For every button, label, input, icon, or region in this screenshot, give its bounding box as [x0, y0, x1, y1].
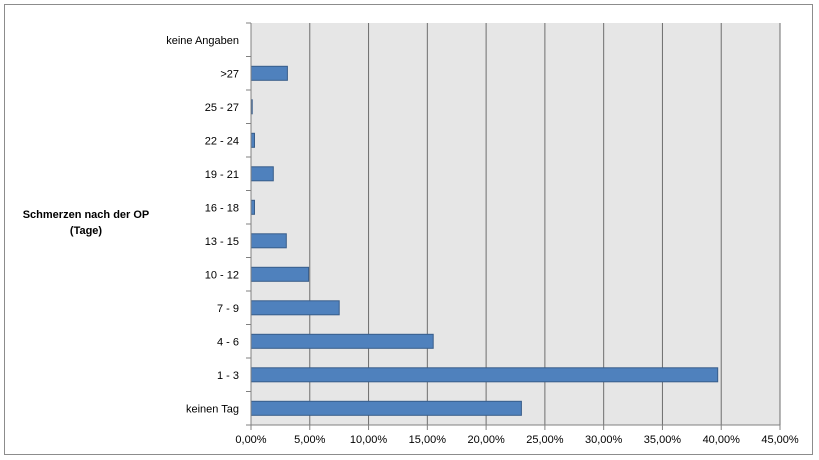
category-labels: keinen Tag 1 - 3 4 - 6 7 - 9 10 - 12 13 - 15 1… — [166, 35, 239, 416]
bar — [250, 233, 287, 249]
bar — [250, 132, 255, 148]
bar-chart: keinen Tag 1 - 3 4 - 6 7 - 9 10 - 12 13 - 15 1… — [23, 22, 799, 446]
x-tick-label: 45,00% — [761, 434, 799, 446]
category-label: keinen Tag — [186, 403, 239, 415]
bar — [250, 300, 340, 316]
bar — [250, 166, 274, 182]
bar — [250, 367, 719, 383]
category-label: 22 - 24 — [205, 135, 239, 147]
category-label: 16 - 18 — [205, 202, 239, 214]
bar — [250, 266, 310, 282]
category-label: keine Angaben — [166, 35, 239, 47]
x-tick-label: 0,00% — [235, 434, 266, 446]
axes — [246, 22, 781, 430]
category-label: 1 - 3 — [217, 370, 239, 382]
x-tick-label: 25,00% — [526, 434, 564, 446]
y-axis-title-line-2: (Tage) — [70, 225, 103, 237]
bar — [250, 400, 522, 416]
x-tick-label: 15,00% — [409, 434, 447, 446]
x-tick-label: 40,00% — [703, 434, 741, 446]
category-label: 13 - 15 — [205, 236, 239, 248]
category-label: 7 - 9 — [217, 303, 239, 315]
category-label: 10 - 12 — [205, 269, 239, 281]
bar — [250, 65, 288, 81]
bar — [250, 333, 434, 349]
chart-frame: keinen Tag 1 - 3 4 - 6 7 - 9 10 - 12 13 - 15 1… — [4, 4, 813, 455]
x-tick-label: 10,00% — [350, 434, 388, 446]
y-axis-title-line-1: Schmerzen nach der OP — [23, 209, 150, 221]
plot-area — [251, 23, 780, 425]
x-tick-label: 5,00% — [294, 434, 325, 446]
category-label: 25 - 27 — [205, 102, 239, 114]
x-tick-labels: 0,00% 5,00% 10,00% 15,00% 20,00% 25,00% 30,00%… — [235, 434, 798, 446]
x-tick-label: 20,00% — [467, 434, 505, 446]
x-tick-label: 30,00% — [585, 434, 623, 446]
category-label: 4 - 6 — [217, 336, 239, 348]
gridlines — [309, 23, 781, 425]
bar — [250, 199, 255, 215]
category-label: 19 - 21 — [205, 169, 239, 181]
category-label: >27 — [220, 68, 239, 80]
x-tick-label: 35,00% — [644, 434, 682, 446]
